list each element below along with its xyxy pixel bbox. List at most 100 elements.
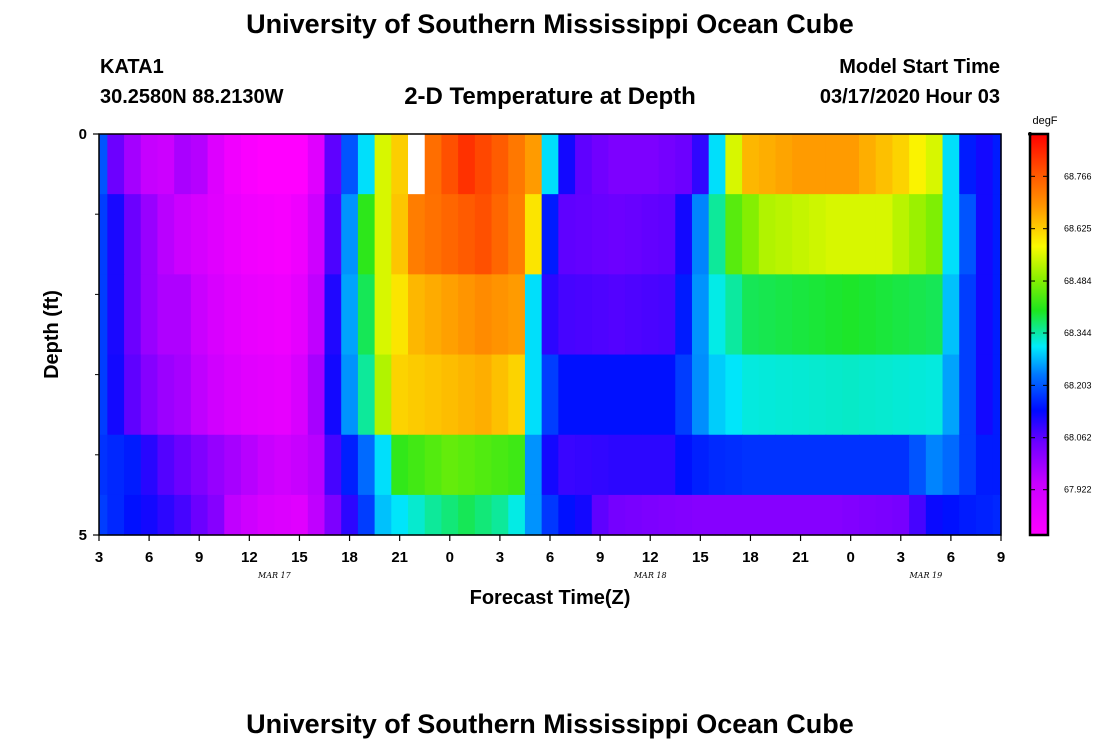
heatmap-cell [808, 354, 827, 436]
station-id: KATA1 [100, 56, 164, 78]
heatmap-cell [942, 194, 960, 275]
heatmap-cell [357, 354, 376, 436]
heatmap-cell [341, 134, 359, 195]
heatmap-cell [157, 134, 175, 195]
heatmap-cell [875, 434, 894, 496]
heatmap-cell [341, 194, 359, 275]
heatmap-cell [458, 194, 476, 275]
heatmap-cell [859, 274, 877, 356]
heatmap-cell [524, 274, 543, 356]
x-date-label: MAR 19 [908, 571, 942, 580]
heatmap-cell [508, 494, 526, 536]
heatmap-cell [808, 194, 827, 275]
heatmap-cell [775, 274, 793, 356]
heatmap-cell [825, 354, 843, 436]
heatmap-cell [808, 134, 827, 195]
heatmap-cell [975, 494, 994, 536]
heatmap-cell [207, 274, 225, 356]
heatmap-cell [324, 134, 342, 195]
heatmap-cell [708, 194, 726, 275]
heatmap-cell [157, 274, 175, 356]
heatmap-cell [641, 134, 660, 195]
x-tick-label: 6 [546, 549, 554, 566]
heatmap-cell [558, 274, 576, 356]
x-tick-label: 18 [742, 549, 759, 566]
heatmap-cell [307, 274, 326, 356]
heatmap-cell [190, 434, 209, 496]
heatmap-cell [291, 494, 309, 536]
heatmap-cell [124, 434, 142, 496]
heatmap-cell [992, 354, 1002, 436]
colorbar-tick-label: 68.203 [1064, 380, 1092, 390]
heatmap-cell [291, 434, 309, 496]
heatmap-cell [925, 354, 944, 436]
heatmap-cell [875, 274, 894, 356]
heatmap-cell [959, 494, 977, 536]
heatmap-cell [975, 274, 994, 356]
heatmap-cells [99, 134, 1002, 536]
heatmap-cell [357, 434, 376, 496]
heatmap-cell [357, 134, 376, 195]
heatmap-cell [725, 354, 743, 436]
heatmap-cell [408, 134, 426, 195]
heatmap-cell [658, 354, 676, 436]
heatmap-cell [842, 134, 860, 195]
heatmap-cell [625, 434, 643, 496]
heatmap-cell [892, 134, 910, 195]
heatmap-cell [658, 134, 676, 195]
heatmap-cell [575, 354, 593, 436]
heatmap-cell [157, 194, 175, 275]
heatmap-cell [441, 134, 459, 195]
heatmap-cell [274, 274, 292, 356]
heatmap-cell [224, 194, 242, 275]
heatmap-cell [808, 434, 827, 496]
heatmap-cell [474, 194, 493, 275]
heatmap-cell [859, 354, 877, 436]
x-tick-label: 15 [291, 549, 308, 566]
heatmap-cell [224, 274, 242, 356]
colorbar-unit: degF [1032, 115, 1057, 127]
heatmap-cell [291, 134, 309, 195]
heatmap-cell [875, 354, 894, 436]
heatmap-cell [675, 494, 693, 536]
heatmap-cell [207, 194, 225, 275]
heatmap-cell [641, 434, 660, 496]
heatmap-cell [140, 194, 159, 275]
heatmap-cell [324, 434, 342, 496]
heatmap-cell [357, 494, 376, 536]
heatmap-cell [491, 494, 509, 536]
heatmap-cell [742, 194, 760, 275]
heatmap-cell [591, 134, 610, 195]
heatmap-cell [825, 494, 843, 536]
heatmap-cell [625, 494, 643, 536]
heatmap-cell [608, 494, 626, 536]
heatmap-cell [658, 494, 676, 536]
x-tick-label: 6 [145, 549, 153, 566]
x-tick-label: 9 [596, 549, 604, 566]
heatmap-cell [207, 434, 225, 496]
heatmap-cell [909, 354, 927, 436]
heatmap-cell [691, 494, 710, 536]
heatmap-cell [174, 194, 192, 275]
heatmap-cell [859, 134, 877, 195]
heatmap-cell [792, 134, 810, 195]
heatmap-cell [608, 354, 626, 436]
heatmap-cell [391, 274, 409, 356]
heatmap-cell [274, 354, 292, 436]
heatmap-cell [875, 134, 894, 195]
heatmap-cell [591, 354, 610, 436]
heatmap-cell [725, 134, 743, 195]
heatmap-cell [324, 274, 342, 356]
heatmap-cell [240, 434, 259, 496]
heatmap-cell [992, 494, 1002, 536]
heatmap-cell [792, 274, 810, 356]
heatmap-cell [591, 494, 610, 536]
heatmap-cell [190, 194, 209, 275]
heatmap-cell [792, 434, 810, 496]
heatmap-cell [140, 134, 159, 195]
y-tick-label: 5 [79, 527, 87, 544]
heatmap-cell [575, 274, 593, 356]
heatmap-cell [508, 274, 526, 356]
heatmap-cell [658, 434, 676, 496]
